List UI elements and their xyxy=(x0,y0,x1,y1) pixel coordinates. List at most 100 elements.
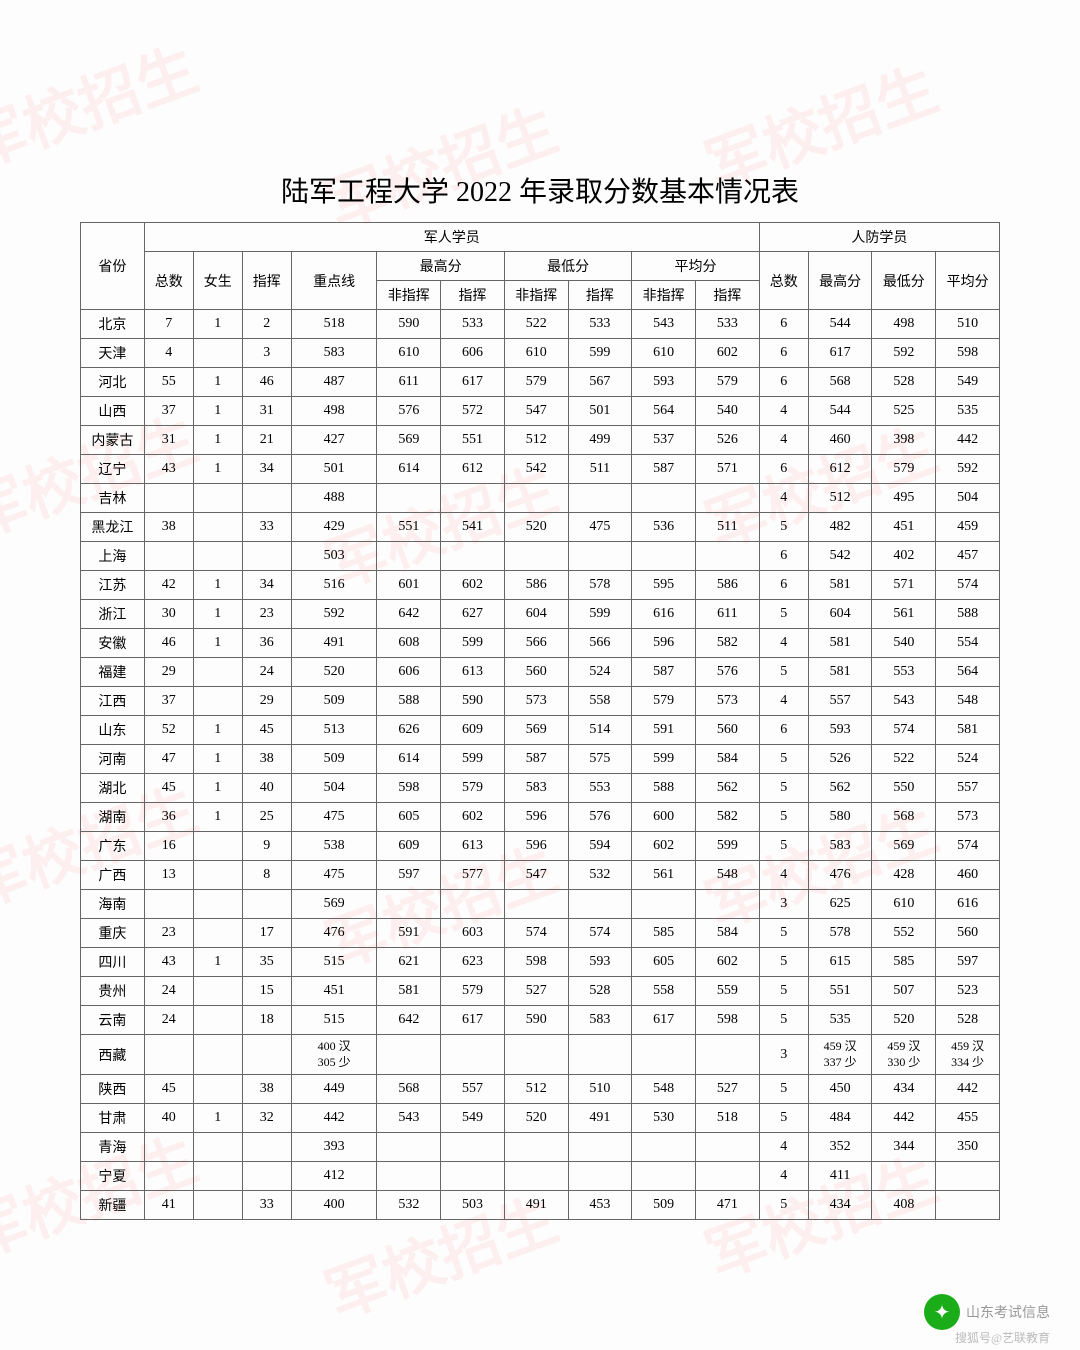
cell-mn1: 596 xyxy=(504,832,568,861)
cell-mx1: 591 xyxy=(377,919,441,948)
cell-p: 江苏 xyxy=(81,571,145,600)
cell-t xyxy=(144,1162,193,1191)
cell-p: 陕西 xyxy=(81,1075,145,1104)
cell-ct: 6 xyxy=(759,368,808,397)
cell-mn2: 594 xyxy=(568,832,632,861)
cell-cmn: 451 xyxy=(872,513,936,542)
cell-p: 河北 xyxy=(81,368,145,397)
cell-av2: 471 xyxy=(695,1191,759,1220)
cell-av2: 579 xyxy=(695,368,759,397)
cell-av1: 543 xyxy=(632,310,696,339)
cell-cmn: 520 xyxy=(872,1006,936,1035)
cell-mx1: 606 xyxy=(377,658,441,687)
cell-f: 1 xyxy=(193,629,242,658)
cell-av1: 530 xyxy=(632,1104,696,1133)
cell-cmn: 459 汉 330 少 xyxy=(872,1035,936,1075)
cell-mx1: 611 xyxy=(377,368,441,397)
cell-k: 515 xyxy=(291,948,377,977)
cell-f: 1 xyxy=(193,716,242,745)
cell-mn1: 587 xyxy=(504,745,568,774)
cell-f: 1 xyxy=(193,310,242,339)
cell-cmn: 402 xyxy=(872,542,936,571)
hdr-cmin: 最低分 xyxy=(872,252,936,310)
cell-t xyxy=(144,890,193,919)
cell-cav: 510 xyxy=(936,310,1000,339)
cell-ct: 5 xyxy=(759,1006,808,1035)
cell-cav xyxy=(936,1162,1000,1191)
table-row: 河北551464876116175795675935796568528549 xyxy=(81,368,1000,397)
cell-mx2: 613 xyxy=(441,658,505,687)
cell-p: 甘肃 xyxy=(81,1104,145,1133)
table-row: 浙江301235926426276045996166115604561588 xyxy=(81,600,1000,629)
table-body: 北京7125185905335225335435336544498510天津43… xyxy=(81,310,1000,1220)
cell-av2: 582 xyxy=(695,803,759,832)
cell-p: 天津 xyxy=(81,339,145,368)
cell-p: 上海 xyxy=(81,542,145,571)
cell-t: 29 xyxy=(144,658,193,687)
cell-ct: 5 xyxy=(759,774,808,803)
cell-t: 41 xyxy=(144,1191,193,1220)
cell-ct: 5 xyxy=(759,1191,808,1220)
cell-c: 33 xyxy=(242,1191,291,1220)
cell-cmx: 562 xyxy=(808,774,872,803)
cell-mn2: 533 xyxy=(568,310,632,339)
cell-mn2: 510 xyxy=(568,1075,632,1104)
cell-cav: 581 xyxy=(936,716,1000,745)
cell-av1: 602 xyxy=(632,832,696,861)
cell-c: 23 xyxy=(242,600,291,629)
cell-mx1: 605 xyxy=(377,803,441,832)
cell-mx2: 606 xyxy=(441,339,505,368)
cell-ct: 5 xyxy=(759,600,808,629)
cell-cmx: 434 xyxy=(808,1191,872,1220)
table-row: 新疆41334005325034914535094715434408 xyxy=(81,1191,1000,1220)
cell-av2: 571 xyxy=(695,455,759,484)
cell-mx2: 603 xyxy=(441,919,505,948)
cell-f: 1 xyxy=(193,397,242,426)
cell-k: 583 xyxy=(291,339,377,368)
cell-c: 35 xyxy=(242,948,291,977)
cell-k: 400 汉 305 少 xyxy=(291,1035,377,1075)
cell-av2: 611 xyxy=(695,600,759,629)
cell-cmx: 459 汉 337 少 xyxy=(808,1035,872,1075)
cell-cav: 535 xyxy=(936,397,1000,426)
cell-t: 16 xyxy=(144,832,193,861)
hdr-province: 省份 xyxy=(81,223,145,310)
cell-mn1: 560 xyxy=(504,658,568,687)
cell-p: 宁夏 xyxy=(81,1162,145,1191)
cell-mx2: 572 xyxy=(441,397,505,426)
cell-k: 429 xyxy=(291,513,377,542)
cell-k: 515 xyxy=(291,1006,377,1035)
cell-c xyxy=(242,1162,291,1191)
cell-mn1 xyxy=(504,484,568,513)
cell-mn1 xyxy=(504,890,568,919)
cell-cmx: 512 xyxy=(808,484,872,513)
cell-ct: 5 xyxy=(759,977,808,1006)
cell-mn2 xyxy=(568,1035,632,1075)
cell-ct: 3 xyxy=(759,1035,808,1075)
cell-c: 3 xyxy=(242,339,291,368)
cell-t: 45 xyxy=(144,1075,193,1104)
cell-cmx: 482 xyxy=(808,513,872,542)
cell-mx1: 588 xyxy=(377,687,441,716)
cell-av1: 587 xyxy=(632,658,696,687)
cell-f xyxy=(193,919,242,948)
cell-cmx: 476 xyxy=(808,861,872,890)
cell-av2 xyxy=(695,1162,759,1191)
cell-av1: 591 xyxy=(632,716,696,745)
table-row: 湖北451405045985795835535885625562550557 xyxy=(81,774,1000,803)
cell-mx2: 541 xyxy=(441,513,505,542)
cell-av2: 584 xyxy=(695,919,759,948)
cell-av1: 536 xyxy=(632,513,696,542)
cell-mn2 xyxy=(568,542,632,571)
cell-mx1 xyxy=(377,484,441,513)
cell-p: 广东 xyxy=(81,832,145,861)
cell-mx1: 614 xyxy=(377,455,441,484)
cell-mx1 xyxy=(377,542,441,571)
cell-k: 491 xyxy=(291,629,377,658)
cell-cav: 442 xyxy=(936,426,1000,455)
cell-av1: 579 xyxy=(632,687,696,716)
cell-p: 西藏 xyxy=(81,1035,145,1075)
cell-k: 516 xyxy=(291,571,377,600)
cell-cav: 460 xyxy=(936,861,1000,890)
cell-mx2 xyxy=(441,1162,505,1191)
